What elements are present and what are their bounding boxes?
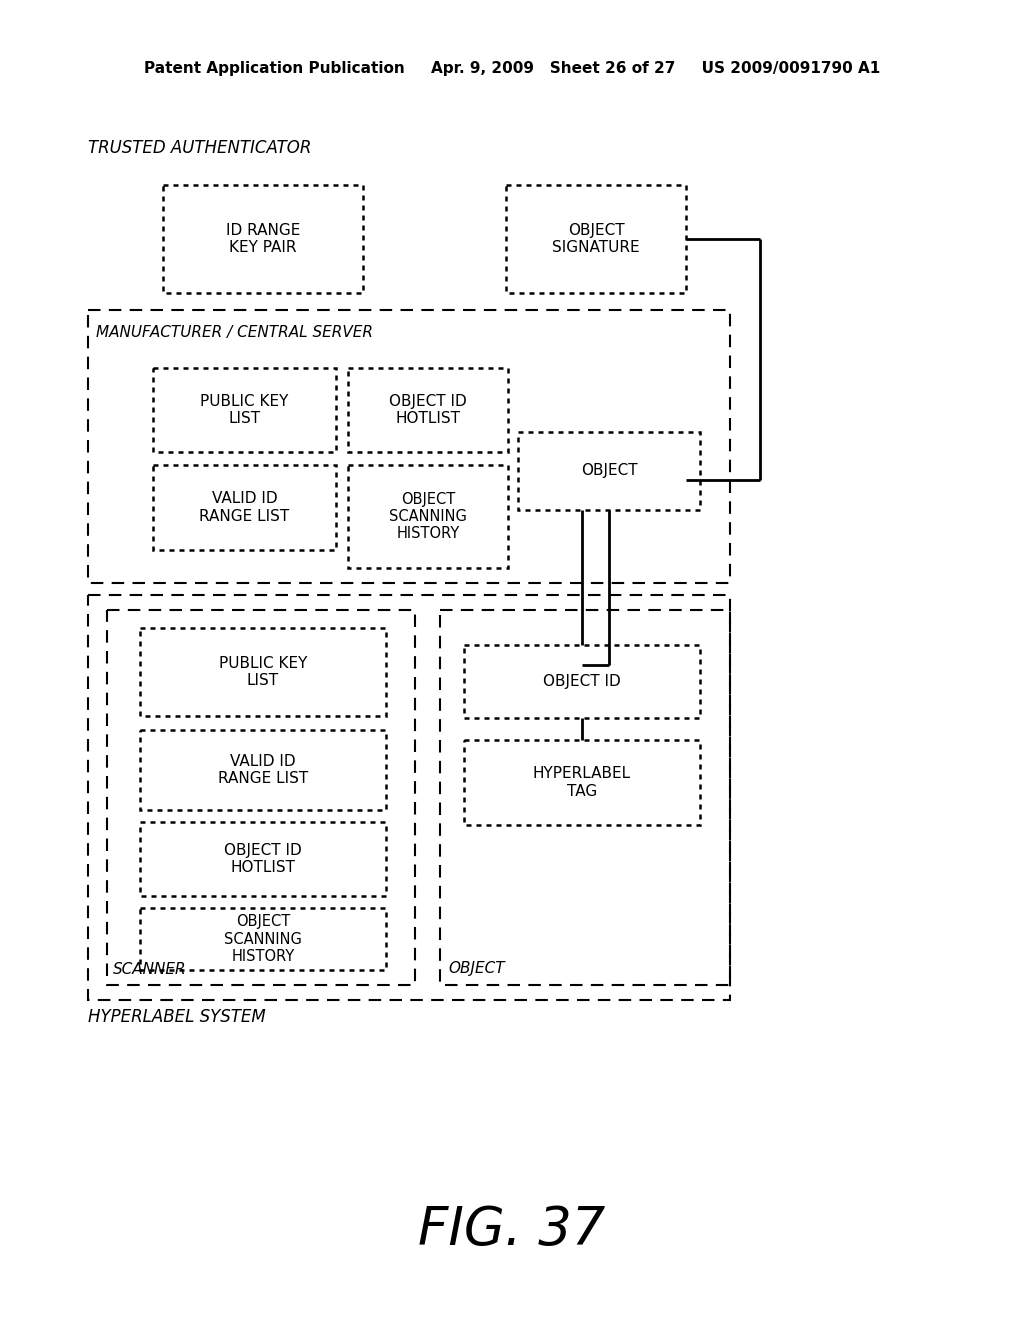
Text: OBJECT
SCANNING
HISTORY: OBJECT SCANNING HISTORY — [389, 491, 467, 541]
Text: SCANNER: SCANNER — [113, 962, 186, 978]
Text: PUBLIC KEY
LIST: PUBLIC KEY LIST — [201, 393, 289, 426]
Bar — [140, 628, 386, 715]
Bar — [348, 368, 508, 451]
Bar — [106, 610, 415, 985]
Bar — [140, 908, 386, 970]
Text: PUBLIC KEY
LIST: PUBLIC KEY LIST — [219, 656, 307, 688]
Bar — [140, 822, 386, 896]
Text: OBJECT ID: OBJECT ID — [543, 675, 621, 689]
Bar — [440, 610, 730, 985]
Text: VALID ID
RANGE LIST: VALID ID RANGE LIST — [200, 491, 290, 524]
Text: OBJECT ID
HOTLIST: OBJECT ID HOTLIST — [224, 842, 302, 875]
Text: VALID ID
RANGE LIST: VALID ID RANGE LIST — [218, 754, 308, 787]
Bar — [88, 310, 730, 583]
Text: TRUSTED AUTHENTICATOR: TRUSTED AUTHENTICATOR — [88, 139, 311, 157]
Bar — [163, 185, 362, 293]
Bar — [464, 741, 700, 825]
Bar — [518, 432, 700, 510]
Bar — [153, 465, 336, 550]
Text: OBJECT ID
HOTLIST: OBJECT ID HOTLIST — [389, 393, 467, 426]
Text: OBJECT: OBJECT — [581, 463, 637, 479]
Bar — [506, 185, 686, 293]
Bar — [153, 368, 336, 451]
Text: ID RANGE
KEY PAIR: ID RANGE KEY PAIR — [226, 223, 300, 255]
Bar — [140, 730, 386, 810]
Text: HYPERLABEL
TAG: HYPERLABEL TAG — [532, 767, 631, 799]
Text: Patent Application Publication     Apr. 9, 2009   Sheet 26 of 27     US 2009/009: Patent Application Publication Apr. 9, 2… — [144, 61, 880, 75]
Bar — [348, 465, 508, 568]
Text: MANUFACTURER / CENTRAL SERVER: MANUFACTURER / CENTRAL SERVER — [96, 326, 373, 341]
Text: HYPERLABEL SYSTEM: HYPERLABEL SYSTEM — [88, 1008, 266, 1026]
Text: OBJECT
SIGNATURE: OBJECT SIGNATURE — [552, 223, 640, 255]
Text: FIG. 37: FIG. 37 — [419, 1204, 605, 1257]
Text: OBJECT
SCANNING
HISTORY: OBJECT SCANNING HISTORY — [224, 913, 302, 964]
Bar — [464, 645, 700, 718]
Bar — [88, 595, 730, 1001]
Text: OBJECT: OBJECT — [449, 961, 505, 975]
